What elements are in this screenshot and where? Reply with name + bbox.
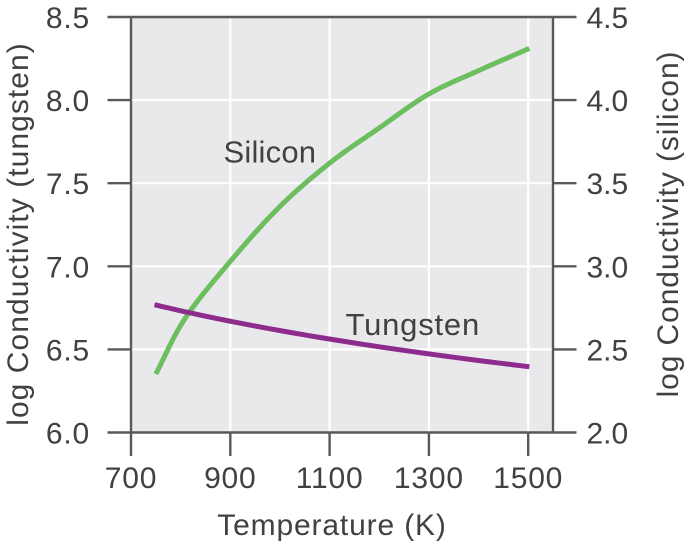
svg-text:3.0: 3.0: [587, 251, 629, 284]
svg-text:Tungsten: Tungsten: [346, 307, 481, 342]
svg-text:1500: 1500: [493, 462, 563, 495]
svg-text:log Conductivity (silicon): log Conductivity (silicon): [652, 51, 685, 398]
svg-text:1300: 1300: [394, 462, 464, 495]
svg-text:7.0: 7.0: [46, 251, 90, 284]
svg-text:8.0: 8.0: [46, 85, 90, 118]
svg-text:4.0: 4.0: [587, 85, 629, 118]
svg-text:8.5: 8.5: [46, 2, 90, 35]
svg-text:900: 900: [204, 462, 256, 495]
svg-text:6.5: 6.5: [46, 334, 90, 367]
svg-text:2.5: 2.5: [587, 334, 629, 367]
svg-text:700: 700: [105, 462, 157, 495]
svg-text:2.0: 2.0: [587, 418, 629, 451]
svg-text:4.5: 4.5: [587, 2, 629, 35]
svg-text:Silicon: Silicon: [224, 135, 317, 170]
svg-text:3.5: 3.5: [587, 168, 629, 201]
svg-text:1100: 1100: [296, 462, 364, 495]
svg-text:log Conductivity (tungsten): log Conductivity (tungsten): [2, 42, 35, 426]
svg-text:6.0: 6.0: [46, 418, 90, 451]
svg-text:7.5: 7.5: [46, 168, 90, 201]
svg-text:Temperature (K): Temperature (K): [217, 509, 447, 542]
